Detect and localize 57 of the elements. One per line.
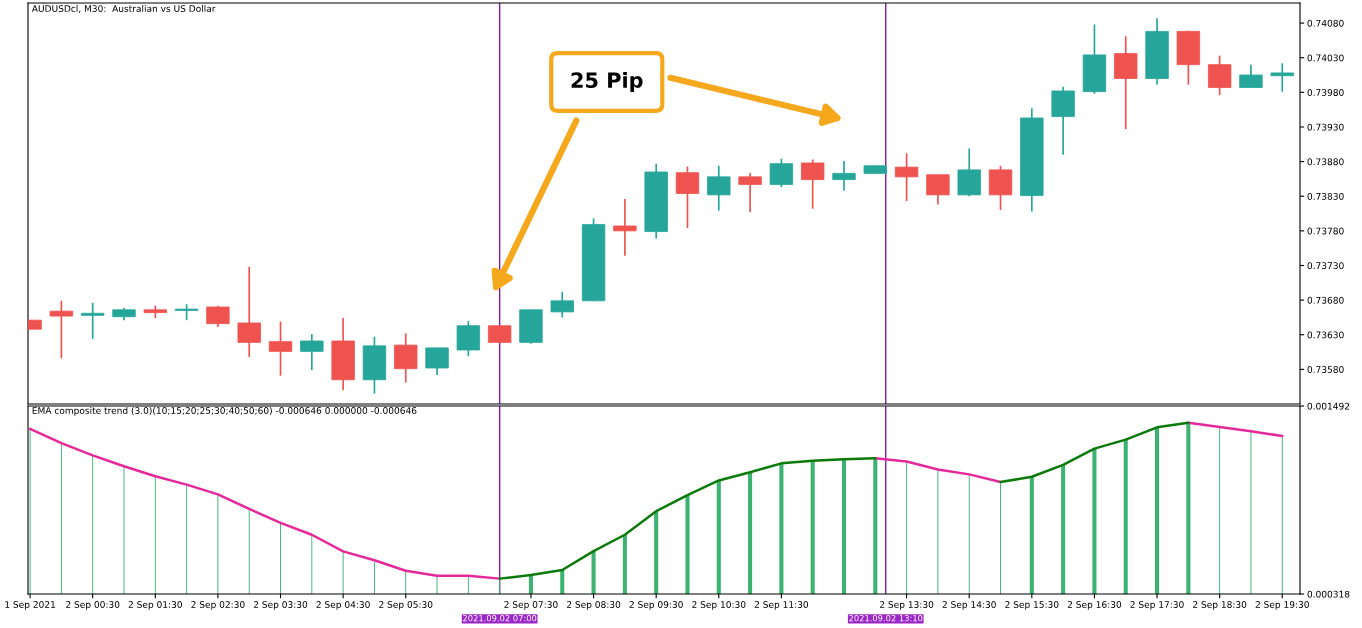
x-tick-label: 2 Sep 16:30 <box>1067 601 1122 610</box>
y-tick-label: 0.73730 <box>1307 262 1344 270</box>
ref-line-label: 2021.09.02 07:00 <box>463 614 537 622</box>
candlestick <box>769 157 794 189</box>
annotation: 25 Pip <box>571 71 643 93</box>
candlestick <box>237 266 261 358</box>
x-tick-label: 2 Sep 15:30 <box>1005 601 1059 610</box>
y-tick-label: 0.73930 <box>1307 123 1344 131</box>
candlestick <box>81 302 105 340</box>
x-tick-label: 2 Sep 17:30 <box>1130 601 1184 610</box>
y-tick-label: 0.74080 <box>1307 19 1344 27</box>
chart-title: AUDUSDcl, M30: Australian vs US Dollar <box>31 5 216 13</box>
x-tick-label: 2 Sep 13:30 <box>880 601 934 610</box>
y-tick-label: 0.74030 <box>1307 54 1344 62</box>
x-tick-label: 2 Sep 02:30 <box>191 601 245 610</box>
y-tick-label: 0.73580 <box>1307 366 1344 373</box>
x-tick-label: 2 Sep 09:30 <box>629 601 683 610</box>
candlestick <box>1207 54 1232 96</box>
x-tick-label: 2 Sep 03:30 <box>253 601 308 610</box>
x-tick-label: 2 Sep 05:30 <box>379 601 433 610</box>
candlestick <box>1239 63 1263 89</box>
x-tick-label: 2 Sep 01:30 <box>128 601 182 610</box>
y-tick-label: 0.000318 <box>1307 590 1350 598</box>
y-tick-label: 0.73680 <box>1307 296 1344 304</box>
candlestick <box>268 320 293 377</box>
chart-title: EMA composite trend (3.0)(10;15;20;25;30;40;50;60) -0.000646 0.000000 -0.000646 <box>32 406 417 416</box>
candlestick <box>894 152 919 202</box>
y-tick-label: 0.73780 <box>1307 227 1344 235</box>
y-tick-label: 0.73880 <box>1307 158 1344 166</box>
x-tick-label: 2 Sep 14:30 <box>942 601 996 610</box>
candlestick <box>1270 62 1294 93</box>
y-tick-label: 0.73630 <box>1307 331 1344 339</box>
candlestick <box>550 290 574 319</box>
y-tick-label: 0.001492 <box>1307 402 1350 410</box>
candlestick <box>707 164 731 212</box>
x-tick-label: 2 Sep 18:30 <box>1193 601 1247 610</box>
y-tick-label: 0.73830 <box>1307 192 1344 200</box>
x-tick-label: 2 Sep 10:30 <box>692 601 746 610</box>
candlestick <box>613 198 637 257</box>
x-tick-label: 2 Sep 07:30 <box>504 601 558 610</box>
x-tick-label: 2 Sep 19:30 <box>1255 601 1309 610</box>
x-tick-label: 2 Sep 11:30 <box>754 601 809 610</box>
candlestick <box>425 347 449 376</box>
candlestick <box>49 299 74 360</box>
x-tick-label: 2 Sep 08:30 <box>566 601 621 610</box>
candlestick <box>801 158 825 210</box>
candlestick <box>394 332 418 384</box>
candlestick <box>926 173 950 206</box>
x-tick-label: 1 Sep 2021 <box>5 601 55 610</box>
candlestick <box>832 160 856 192</box>
x-tick-label: 2 Sep 00:30 <box>66 601 120 610</box>
x-tick-label: 2 Sep 04:30 <box>316 601 370 610</box>
candlestick <box>300 333 324 371</box>
candlestick <box>675 165 700 229</box>
y-tick-label: 0.73980 <box>1307 89 1344 96</box>
candlestick <box>738 171 762 213</box>
ref-line-label: 2021.09.02 13:10 <box>849 614 923 622</box>
